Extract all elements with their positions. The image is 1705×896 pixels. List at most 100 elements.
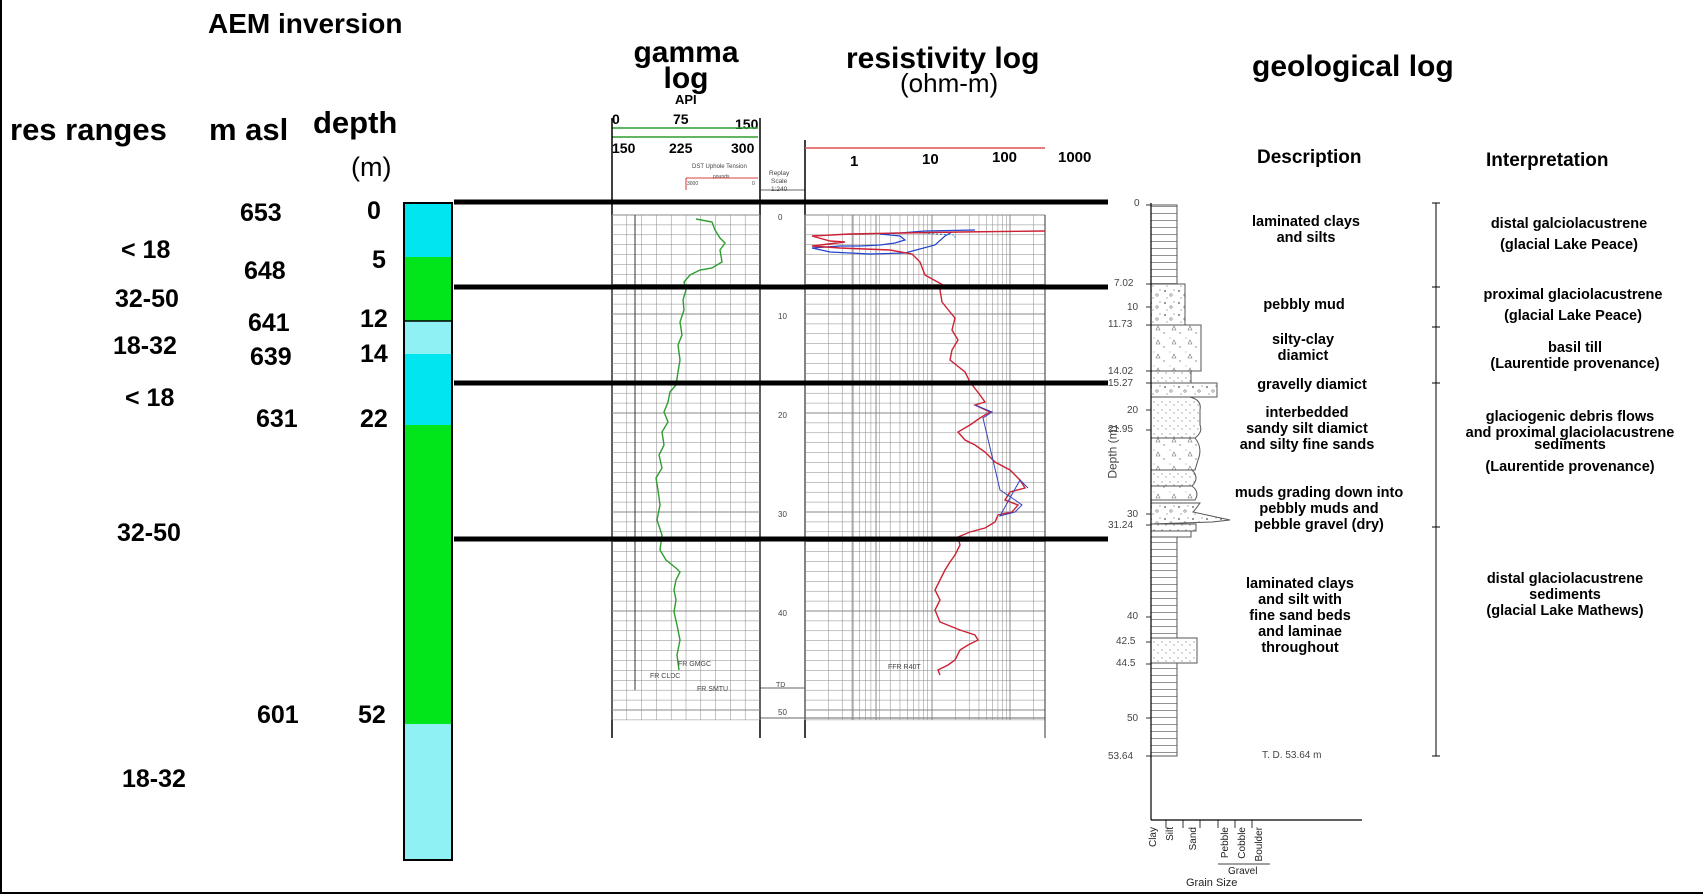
tension-unit: pounds <box>713 174 730 180</box>
interpretation-5-line2: sediments <box>1529 587 1601 603</box>
res-ranges-header: res ranges <box>10 112 167 147</box>
description-4-line1: gravelly diamict <box>1257 377 1367 393</box>
interpretation-4: glaciogenic debris flows and proximal gl… <box>1466 409 1675 475</box>
description-2-line1: pebbly mud <box>1263 297 1345 313</box>
interpretation-5-line1: distal glaciolacustrene <box>1486 571 1644 587</box>
gamma-scale1-0: 0 <box>612 111 620 127</box>
interpretation-5: distal glaciolacustrene sediments (glaci… <box>1486 571 1643 619</box>
interpretation-1: distal galciolacustrene (glacial Lake Pe… <box>1491 216 1647 253</box>
grain-silt: Silt <box>1165 827 1176 841</box>
description-7-line4: and laminae <box>1258 624 1342 640</box>
interpretation-4-line3: sediments <box>1534 437 1606 453</box>
geo-depth-axis-label: Depth (m) <box>1105 425 1120 479</box>
description-7-line5: throughout <box>1261 640 1339 656</box>
geo-depth-20: 20 <box>1127 405 1139 416</box>
description-5: interbedded sandy silt diamict and silty… <box>1240 405 1375 453</box>
interpretation-4-line1: glaciogenic debris flows <box>1485 409 1655 425</box>
flag-smtu: FR SMTU <box>697 686 729 693</box>
grain-sand: Sand <box>1188 827 1199 851</box>
m-asl-6: 601 <box>257 701 299 729</box>
geo-depth-0: 0 <box>1134 198 1140 209</box>
description-2: pebbly mud <box>1263 297 1344 313</box>
aem-layer-1 <box>404 203 452 257</box>
res-tick-1000: 1000 <box>1058 149 1092 166</box>
replay-tick-20: 20 <box>778 411 787 420</box>
res-range-4: < 18 <box>125 384 175 412</box>
geo-depth-702: 7.02 <box>1114 278 1134 289</box>
description-1: laminated clays and silts <box>1252 214 1360 246</box>
resistivity-title: resistivity log <box>846 42 1040 75</box>
description-1-line2: and silts <box>1276 230 1336 246</box>
interpretation-3: basil till (Laurentide provenance) <box>1490 340 1659 372</box>
replay-label-line3: 1:240 <box>770 186 788 193</box>
description-4: gravelly diamict <box>1257 377 1367 393</box>
gamma-scale2-150: 150 <box>612 140 636 156</box>
interpretation-brackets <box>1432 202 1440 757</box>
description-7: laminated clays and silt with fine sand … <box>1246 576 1354 656</box>
interpretation-4-line2: and proximal glaciolacustrene <box>1465 425 1675 441</box>
grain-cobble: Cobble <box>1237 827 1248 859</box>
geo-depth-40: 40 <box>1127 611 1139 622</box>
aem-depth-5: 5 <box>372 246 386 274</box>
m-asl-2: 648 <box>244 257 286 285</box>
aem-column <box>403 202 453 861</box>
res-range-5: 32-50 <box>117 519 181 547</box>
description-3-line2: diamict <box>1277 348 1329 364</box>
flag-cldc: FR CLDC <box>650 673 681 680</box>
replay-tick-30: 30 <box>778 510 787 519</box>
geo-depth-30: 30 <box>1127 509 1139 520</box>
geo-depth-1173: 11.73 <box>1108 319 1133 330</box>
replay-tick-50: 50 <box>778 708 787 717</box>
geo-depth-1527: 15.27 <box>1108 378 1134 389</box>
aem-layer-6 <box>404 724 452 860</box>
geo-strip <box>1146 203 1362 865</box>
interpretation-3-line1: basil till <box>1547 340 1602 356</box>
gamma-scale1-75: 75 <box>673 111 689 127</box>
description-6-line2: pebbly muds and <box>1259 501 1379 517</box>
aem-layer-4 <box>404 354 452 425</box>
res-tick-1: 1 <box>850 153 859 170</box>
description-7-line3: fine sand beds <box>1249 608 1351 624</box>
gamma-scale2-225: 225 <box>669 140 693 156</box>
flag-r40t: FFR R40T <box>888 664 921 671</box>
interpretation-3-line2: (Laurentide provenance) <box>1490 356 1660 372</box>
geo-depth-2195: 21.95 <box>1108 424 1134 435</box>
res-tick-100: 100 <box>992 149 1018 166</box>
geo-depth-3124: 31.24 <box>1108 520 1134 531</box>
aem-layer-5 <box>404 425 452 724</box>
description-3: silty-clay diamict <box>1272 332 1334 364</box>
replay-label-line2: Scale <box>770 178 788 185</box>
interpretation-header: Interpretation <box>1486 150 1609 171</box>
interpretation-2-line1: proximal glaciolacustrene <box>1483 287 1663 303</box>
description-6: muds grading down into pebbly muds and p… <box>1235 485 1403 533</box>
m-asl-3: 641 <box>248 309 290 337</box>
description-7-line1: laminated clays <box>1246 576 1354 592</box>
res-range-6: 18-32 <box>122 765 186 793</box>
depth-header: depth <box>313 105 398 140</box>
td-note: T. D. 53.64 m <box>1262 750 1322 761</box>
geo-depth-10: 10 <box>1127 302 1139 313</box>
gravel-label: Gravel <box>1228 866 1258 877</box>
res-tick-10: 10 <box>922 151 939 168</box>
interpretation-2-line2: (glacial Lake Peace) <box>1504 308 1642 324</box>
aem-depth-14: 14 <box>360 340 388 368</box>
description-3-line1: silty-clay <box>1271 332 1335 348</box>
description-header: Description <box>1257 147 1362 168</box>
aem-depth-12: 12 <box>360 305 388 333</box>
grain-pebble: Pebble <box>1220 827 1231 859</box>
correlation-lines <box>454 199 1108 542</box>
interpretation-1-line2: (glacial Lake Peace) <box>1500 237 1638 253</box>
grain-size-label: Grain Size <box>1186 877 1238 889</box>
replay-tick-0: 0 <box>778 213 783 222</box>
description-5-line1: interbedded <box>1265 405 1349 421</box>
resistivity-unit: (ohm-m) <box>900 68 999 98</box>
gamma-title-line1: gamma <box>633 36 739 69</box>
aem-title: AEM inversion <box>208 8 403 39</box>
geo-depth-1402: 14.02 <box>1108 366 1134 377</box>
m-asl-header: m asl <box>209 112 289 147</box>
grain-clay: Clay <box>1148 827 1159 848</box>
interpretation-5-line3: (glacial Lake Mathews) <box>1486 603 1644 619</box>
aem-depth-52: 52 <box>358 701 386 729</box>
aem-depth-22: 22 <box>360 405 388 433</box>
gamma-unit: API <box>675 92 697 107</box>
